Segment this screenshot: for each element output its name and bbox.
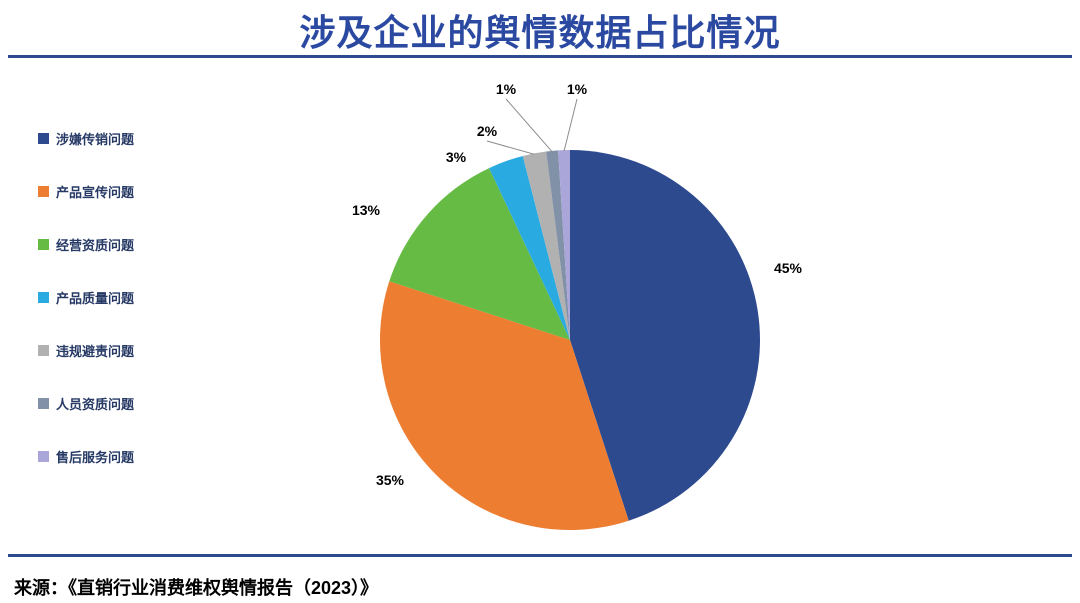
legend-label: 经营资质问题 (56, 237, 135, 253)
bottom-divider (8, 554, 1072, 557)
pie-percentage-label: 13% (352, 202, 381, 218)
pie-percentage-label: 45% (774, 260, 803, 276)
legend-item: 涉嫌传销问题 (38, 131, 135, 147)
pie-percentage-label: 3% (446, 149, 467, 165)
legend-label: 产品质量问题 (56, 290, 135, 306)
label-leader-line (486, 140, 535, 155)
legend-swatch (38, 291, 49, 303)
pie-slice-6 (546, 150, 570, 340)
pie-slice-5 (522, 151, 570, 340)
chart-title: 涉及企业的舆情数据占比情况 (299, 12, 781, 53)
pie-chart: 45% 35% 13% 3% 2% 1% 1% (352, 81, 803, 530)
legend-item: 人员资质问题 (38, 396, 135, 412)
pie-slice-1 (570, 150, 760, 521)
legend-item: 违规避责问题 (38, 343, 135, 359)
top-divider (8, 55, 1072, 58)
label-leader-line (563, 98, 578, 152)
legend-swatch (38, 185, 49, 197)
label-leader-line (505, 98, 553, 153)
legend-label: 涉嫌传销问题 (56, 131, 135, 147)
legend-swatch (38, 238, 49, 250)
pie-percentage-label: 1% (567, 81, 588, 97)
pie-slice-3 (389, 168, 570, 340)
pie-slice-7 (558, 149, 570, 340)
pie-percentage-label: 1% (496, 81, 517, 97)
legend-item: 产品质量问题 (38, 290, 135, 306)
legend-item: 产品宣传问题 (38, 184, 135, 200)
legend-swatch (38, 397, 49, 409)
legend-label: 售后服务问题 (56, 449, 135, 465)
legend-label: 人员资质问题 (56, 396, 135, 412)
legend-item: 经营资质问题 (38, 237, 135, 253)
legend-swatch (38, 450, 49, 462)
source-caption: 来源：《直销行业消费维权舆情报告（2023）》 (14, 578, 379, 598)
legend-label: 违规避责问题 (56, 343, 135, 359)
legend-label: 产品宣传问题 (56, 184, 135, 200)
legend-item: 售后服务问题 (38, 449, 135, 465)
legend-swatch (38, 132, 49, 144)
pie-percentage-label: 35% (376, 472, 405, 488)
pie-slice-2 (380, 281, 629, 530)
chart-legend: 涉嫌传销问题 产品宣传问题 经营资质问题 产品质量问题 违规避责问题 人员资质问题 售后服务… (38, 131, 135, 465)
legend-swatch (38, 344, 49, 356)
pie-slice-4 (489, 155, 570, 340)
pie-percentage-label: 2% (477, 123, 498, 139)
